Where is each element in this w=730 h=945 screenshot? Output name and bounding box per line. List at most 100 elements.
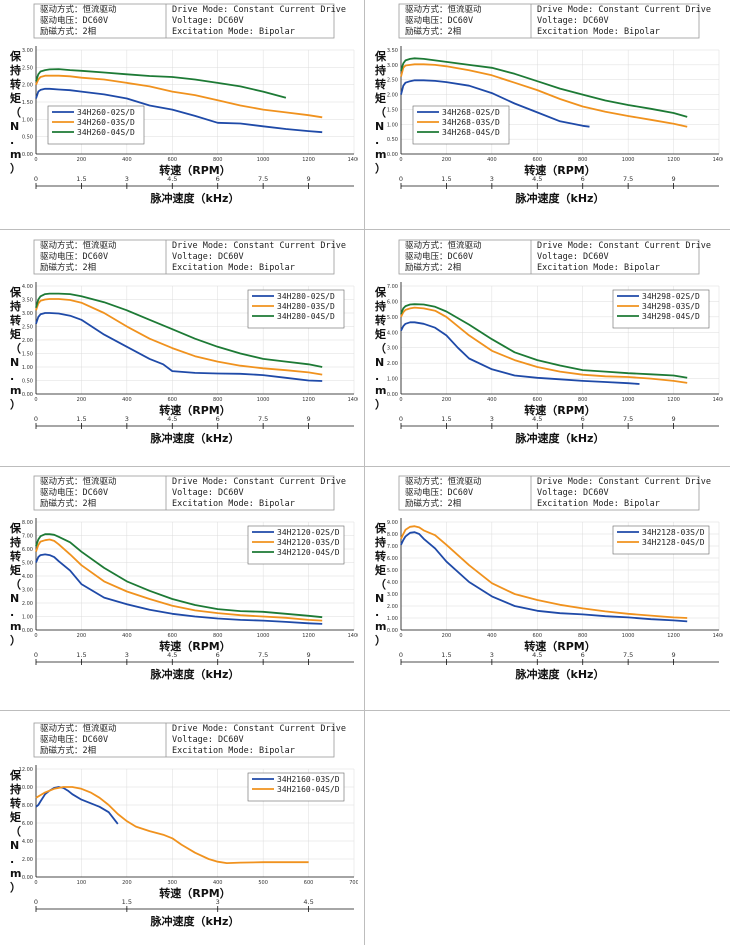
info-drive-mode-en: Drive Mode: Constant Current Drive [172, 5, 346, 15]
info-drive-mode-cn: 驱动方式：恒流驱动 [40, 240, 117, 251]
secondary-tick-label: 9 [307, 651, 311, 659]
x-tick-label: 0 [34, 397, 37, 403]
x-tick-label: 800 [213, 397, 223, 403]
info-box [33, 3, 335, 39]
x-tick-label: 200 [442, 633, 452, 639]
x-axis-label: 转速（RPM） [159, 639, 230, 653]
y-tick-label: 3.50 [22, 298, 33, 304]
legend-label: 34H2128-04S/D [642, 538, 705, 547]
secondary-tick-label: 9 [672, 651, 676, 659]
series-line-34h2120-02s-d [35, 553, 323, 625]
info-excitation-en: Excitation Mode: Bipolar [172, 746, 295, 756]
y-tick-label: 12.00 [19, 767, 33, 773]
info-voltage-cn: 驱动电压：DC60V [40, 15, 108, 26]
y-tick-label: 10.00 [19, 785, 33, 791]
secondary-tick-label: 0 [34, 415, 38, 423]
secondary-axis-label: 脉冲速度（kHz） [515, 191, 605, 205]
info-voltage-cn: 驱动电压：DC60V [40, 734, 108, 745]
x-tick-label: 400 [487, 157, 497, 163]
y-tick-label: 2.50 [22, 65, 33, 71]
y-tick-label: 1.00 [22, 365, 33, 371]
x-tick-label: 200 [122, 880, 132, 886]
secondary-tick-label: 9 [672, 175, 676, 183]
info-box [398, 239, 700, 275]
info-box [398, 3, 700, 39]
info-voltage-en: Voltage: DC60V [537, 488, 609, 498]
info-drive-mode-en: Drive Mode: Constant Current Drive [537, 5, 711, 15]
y-tick-label: 1.00 [387, 122, 398, 128]
secondary-tick-label: 3 [490, 175, 494, 183]
y-axis-label: 保持转矩（ N. m） [9, 49, 22, 175]
info-drive-mode-cn: 驱动方式：恒流驱动 [40, 723, 117, 734]
secondary-tick-label: 4.5 [532, 651, 542, 659]
y-tick-label: 0.00 [22, 392, 33, 398]
legend-label: 34H280-04S/D [277, 312, 335, 321]
y-tick-label: 7.00 [22, 534, 33, 540]
column-divider [364, 710, 365, 945]
secondary-tick-label: 4.5 [167, 175, 177, 183]
series-line-34h280-02s-d [35, 312, 323, 382]
secondary-tick-label: 4.5 [532, 415, 542, 423]
x-tick-label: 800 [213, 157, 223, 163]
legend-label: 34H298-03S/D [642, 302, 700, 311]
y-tick-label: 8.00 [22, 520, 33, 526]
series-line-34h298-03s-d [400, 306, 688, 384]
legend-label: 34H280-02S/D [277, 292, 335, 301]
y-tick-label: 3.00 [387, 346, 398, 352]
x-tick-label: 1400 [348, 157, 358, 163]
x-tick-label: 1000 [622, 157, 635, 163]
x-tick-label: 800 [578, 157, 588, 163]
x-tick-label: 1000 [622, 633, 635, 639]
secondary-tick-label: 1.5 [441, 415, 451, 423]
series-line-34h2120-04s-d [35, 533, 323, 619]
secondary-tick-label: 6 [581, 175, 585, 183]
secondary-axis-label: 脉冲速度（kHz） [515, 667, 605, 681]
legend-box [612, 525, 710, 555]
series-line-34h2128-03s-d [400, 531, 688, 623]
secondary-tick-label: 0 [399, 175, 403, 183]
secondary-tick-label: 3 [490, 415, 494, 423]
legend-label: 34H2120-02S/D [277, 528, 340, 537]
y-tick-label: 4.00 [387, 330, 398, 336]
chart-panel-34h298: 驱动方式：恒流驱动 驱动电压：DC60V 励磁方式：2相 Drive Mode: Co… [371, 238, 723, 460]
y-tick-label: 0.00 [387, 392, 398, 398]
series-line-34h280-03s-d [35, 298, 323, 376]
x-tick-label: 1000 [622, 397, 635, 403]
secondary-tick-label: 7.5 [623, 651, 633, 659]
series-line-34h2160-04s-d [35, 786, 309, 865]
y-tick-label: 3.00 [22, 588, 33, 594]
y-axis-label: 保持转矩（ N. m） [9, 768, 22, 894]
secondary-tick-label: 0 [399, 415, 403, 423]
x-tick-label: 800 [213, 633, 223, 639]
y-tick-label: 3.00 [22, 48, 33, 54]
x-tick-label: 400 [487, 633, 497, 639]
info-excitation-cn: 励磁方式：2相 [40, 26, 96, 37]
x-tick-label: 1400 [713, 633, 723, 639]
info-box [33, 475, 335, 511]
secondary-tick-label: 7.5 [623, 175, 633, 183]
x-tick-label: 100 [77, 880, 87, 886]
secondary-tick-label: 3 [490, 651, 494, 659]
x-tick-label: 600 [168, 397, 178, 403]
legend-label: 34H260-03S/D [77, 118, 135, 127]
secondary-tick-label: 9 [307, 175, 311, 183]
legend-label: 34H2120-03S/D [277, 538, 340, 547]
y-axis-label: 保持转矩（ N. m） [9, 285, 22, 411]
info-drive-mode-cn: 驱动方式：恒流驱动 [405, 240, 482, 251]
y-tick-label: 4.00 [22, 839, 33, 845]
info-excitation-cn: 励磁方式：2相 [40, 262, 96, 273]
y-axis-label: 保持转矩（ N. m） [374, 49, 387, 175]
info-voltage-en: Voltage: DC60V [172, 16, 244, 26]
x-axis-label: 转速（RPM） [159, 163, 230, 177]
x-tick-label: 1400 [713, 157, 723, 163]
info-voltage-en: Voltage: DC60V [172, 252, 244, 262]
x-tick-label: 1400 [713, 397, 723, 403]
legend-label: 34H2160-04S/D [277, 785, 340, 794]
secondary-tick-label: 7.5 [258, 415, 268, 423]
info-excitation-en: Excitation Mode: Bipolar [537, 263, 660, 273]
legend-label: 34H268-04S/D [442, 128, 500, 137]
secondary-tick-label: 4.5 [303, 898, 313, 906]
y-tick-label: 0.00 [22, 152, 33, 158]
